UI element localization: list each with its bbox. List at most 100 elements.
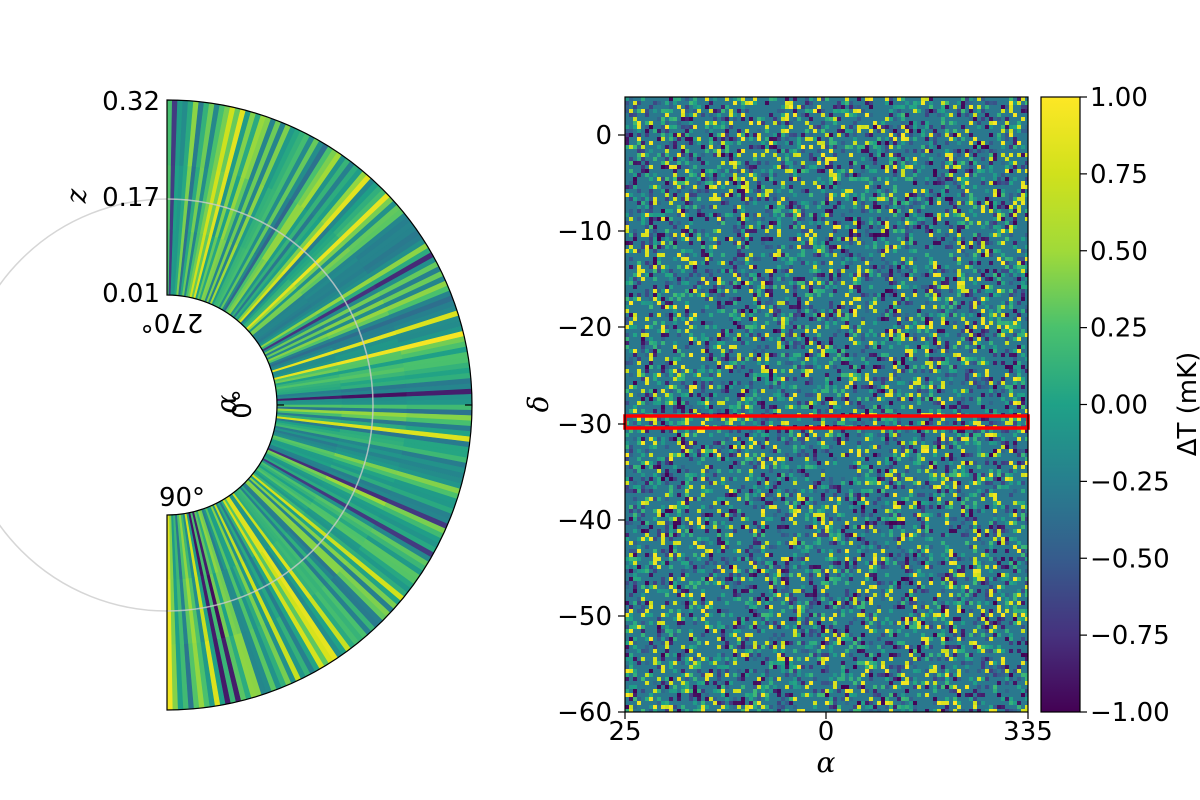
map-cell (993, 409, 997, 413)
map-cell (825, 285, 829, 289)
map-cell (1013, 381, 1017, 385)
map-cell (849, 381, 853, 385)
map-cell (765, 161, 769, 165)
map-cell (729, 261, 733, 265)
map-cell (729, 445, 733, 449)
map-cell (685, 441, 689, 445)
map-cell (893, 153, 897, 157)
map-cell (801, 441, 805, 445)
map-cell (993, 385, 997, 389)
map-cell (981, 473, 985, 477)
map-cell (721, 349, 725, 353)
map-cell (849, 125, 853, 129)
map-cell (849, 285, 853, 289)
map-cell (953, 157, 957, 161)
map-cell (765, 465, 769, 469)
map-cell (817, 353, 821, 357)
map-cell (749, 277, 753, 281)
map-cell (969, 149, 973, 153)
map-cell (893, 245, 897, 249)
map-cell (853, 217, 857, 221)
map-cell (745, 373, 749, 377)
map-cell (965, 101, 969, 105)
map-cell (945, 437, 949, 441)
map-cell (693, 473, 697, 477)
map-cell (625, 105, 629, 109)
map-cell (745, 197, 749, 201)
map-cell (753, 389, 757, 393)
map-cell (733, 489, 737, 493)
map-cell (661, 421, 665, 425)
map-cell (921, 153, 925, 157)
map-cell (657, 329, 661, 333)
map-cell (637, 153, 641, 157)
map-cell (993, 349, 997, 353)
map-cell (865, 457, 869, 461)
map-cell (861, 405, 865, 409)
map-cell (793, 333, 797, 337)
map-cell (785, 121, 789, 125)
map-cell (913, 437, 917, 441)
map-cell (845, 321, 849, 325)
map-cell (749, 381, 753, 385)
map-cell (737, 129, 741, 133)
map-cell (961, 285, 965, 289)
map-cell (933, 445, 937, 449)
map-cell (1013, 441, 1017, 445)
map-cell (941, 381, 945, 385)
map-cell (633, 273, 637, 277)
map-cell (837, 349, 841, 353)
map-cell (957, 209, 961, 213)
map-cell (781, 149, 785, 153)
map-cell (689, 409, 693, 413)
map-cell (893, 157, 897, 161)
map-cell (777, 145, 781, 149)
map-cell (789, 225, 793, 229)
map-cell (781, 473, 785, 477)
map-cell (773, 353, 777, 357)
map-cell (1025, 233, 1028, 237)
map-cell (1021, 145, 1025, 149)
map-cell (657, 481, 661, 485)
map-cell (989, 401, 993, 405)
map-cell (977, 445, 981, 449)
map-cell (1001, 125, 1005, 129)
map-cell (713, 117, 717, 121)
map-cell (677, 357, 681, 361)
map-cell (897, 317, 901, 321)
map-cell (805, 101, 809, 105)
map-cell (957, 273, 961, 277)
map-cell (641, 341, 645, 345)
map-cell (645, 173, 649, 177)
map-cell (869, 133, 873, 137)
map-cell (933, 285, 937, 289)
map-cell (681, 441, 685, 445)
map-cell (1021, 289, 1025, 293)
map-cell (629, 265, 633, 269)
map-cell (717, 373, 721, 377)
map-cell (965, 149, 969, 153)
map-cell (861, 357, 865, 361)
map-cell (761, 453, 765, 457)
map-cell (709, 465, 713, 469)
map-cell (713, 125, 717, 129)
map-cell (741, 117, 745, 121)
map-cell (901, 121, 905, 125)
map-cell (1005, 269, 1009, 273)
map-cell (961, 337, 965, 341)
map-cell (737, 325, 741, 329)
map-cell (797, 341, 801, 345)
map-cell (701, 153, 705, 157)
map-cell (625, 133, 629, 137)
map-cell (961, 361, 965, 365)
map-cell (745, 281, 749, 285)
map-cell (817, 141, 821, 145)
map-cell (657, 417, 661, 421)
map-cell (637, 465, 641, 469)
map-cell (645, 289, 649, 293)
map-cell (661, 253, 665, 257)
map-cell (737, 261, 741, 265)
map-cell (841, 429, 845, 433)
map-cell (993, 189, 997, 193)
map-cell (897, 329, 901, 333)
